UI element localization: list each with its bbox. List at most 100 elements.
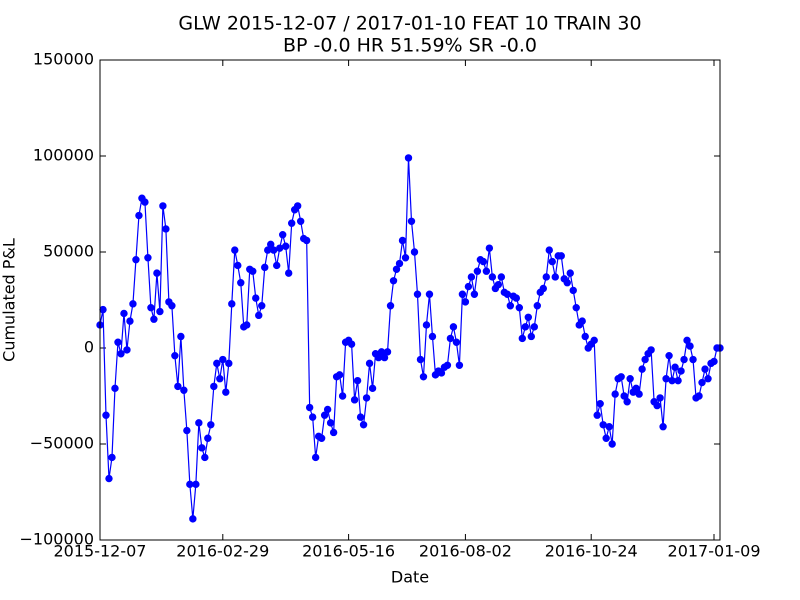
data-point bbox=[237, 279, 245, 287]
data-point bbox=[545, 246, 553, 254]
data-point bbox=[581, 332, 589, 341]
data-point bbox=[566, 269, 574, 277]
data-point bbox=[350, 396, 359, 404]
data-point bbox=[641, 355, 649, 364]
data-point bbox=[662, 375, 670, 383]
data-point bbox=[467, 273, 476, 281]
data-point bbox=[479, 257, 488, 266]
data-point bbox=[222, 388, 230, 396]
data-point bbox=[296, 217, 305, 225]
data-point bbox=[150, 315, 158, 323]
data-point bbox=[674, 376, 682, 385]
data-point bbox=[302, 236, 311, 245]
data-point bbox=[539, 284, 547, 293]
data-point bbox=[380, 353, 389, 362]
data-point bbox=[174, 382, 182, 391]
data-point bbox=[689, 355, 697, 364]
data-point bbox=[111, 384, 119, 393]
data-point bbox=[392, 265, 401, 273]
data-point bbox=[422, 321, 431, 329]
x-tick-label: 2016-10-24 bbox=[545, 542, 638, 561]
data-point bbox=[329, 428, 338, 437]
data-point bbox=[231, 246, 239, 254]
data-point bbox=[317, 434, 326, 442]
data-point bbox=[204, 434, 212, 442]
data-point bbox=[503, 290, 512, 298]
data-point bbox=[144, 254, 152, 262]
data-point bbox=[323, 405, 332, 414]
x-tick-label: 2015-12-07 bbox=[54, 542, 147, 561]
data-point bbox=[129, 300, 137, 308]
data-point bbox=[686, 342, 694, 350]
data-point bbox=[599, 421, 607, 429]
data-point bbox=[114, 338, 122, 346]
data-point bbox=[428, 332, 437, 341]
data-point bbox=[198, 444, 206, 452]
y-axis-label: Cumulated P&L bbox=[0, 238, 19, 362]
data-point bbox=[362, 394, 371, 402]
data-point bbox=[485, 244, 494, 252]
data-point bbox=[279, 231, 287, 239]
data-point bbox=[653, 401, 661, 410]
data-point bbox=[258, 302, 266, 310]
data-point bbox=[210, 382, 218, 391]
data-point bbox=[404, 154, 413, 162]
data-point bbox=[255, 311, 263, 320]
data-point bbox=[177, 332, 185, 341]
data-point bbox=[557, 252, 565, 260]
data-point bbox=[407, 217, 416, 225]
y-tick-label: −100000 bbox=[20, 530, 94, 549]
data-point bbox=[446, 334, 455, 343]
data-point bbox=[488, 273, 497, 281]
data-point bbox=[171, 351, 179, 360]
data-point bbox=[195, 419, 203, 427]
data-point bbox=[452, 338, 461, 346]
data-point bbox=[117, 350, 125, 358]
data-point bbox=[273, 261, 281, 270]
x-tick-label: 2016-02-29 bbox=[176, 542, 269, 561]
data-point bbox=[437, 369, 446, 377]
data-point bbox=[153, 269, 161, 277]
data-point bbox=[105, 474, 113, 483]
data-point bbox=[704, 375, 712, 383]
data-point bbox=[572, 303, 580, 312]
data-point bbox=[207, 421, 215, 429]
data-point bbox=[524, 313, 533, 321]
data-point bbox=[683, 336, 691, 345]
data-point bbox=[530, 323, 538, 331]
data-point bbox=[293, 202, 302, 210]
data-point bbox=[515, 303, 524, 312]
data-point bbox=[416, 355, 425, 364]
data-point bbox=[590, 336, 598, 345]
data-point bbox=[548, 257, 556, 266]
data-point bbox=[617, 373, 625, 381]
y-tick-label: 100000 bbox=[33, 146, 94, 165]
data-point bbox=[201, 453, 209, 462]
data-point bbox=[320, 411, 329, 419]
data-point bbox=[132, 255, 140, 264]
data-point bbox=[419, 373, 428, 381]
data-point bbox=[368, 384, 377, 393]
data-point bbox=[494, 280, 503, 289]
y-tick-label: −50000 bbox=[30, 434, 94, 453]
data-point bbox=[410, 248, 419, 256]
data-point bbox=[677, 367, 685, 375]
data-point bbox=[398, 236, 407, 245]
data-point bbox=[578, 317, 586, 325]
data-point bbox=[311, 453, 320, 462]
data-point bbox=[267, 240, 275, 249]
data-point bbox=[623, 398, 631, 406]
data-point bbox=[473, 267, 482, 275]
data-point bbox=[647, 346, 655, 354]
data-point bbox=[671, 363, 679, 371]
x-tick-label: 2016-05-16 bbox=[302, 542, 395, 561]
data-point bbox=[126, 317, 134, 325]
data-point bbox=[551, 273, 559, 281]
data-point bbox=[521, 323, 530, 331]
data-point bbox=[252, 294, 260, 302]
data-point bbox=[542, 273, 550, 281]
chart-subtitle: BP -0.0 HR 51.59% SR -0.0 bbox=[283, 35, 537, 57]
